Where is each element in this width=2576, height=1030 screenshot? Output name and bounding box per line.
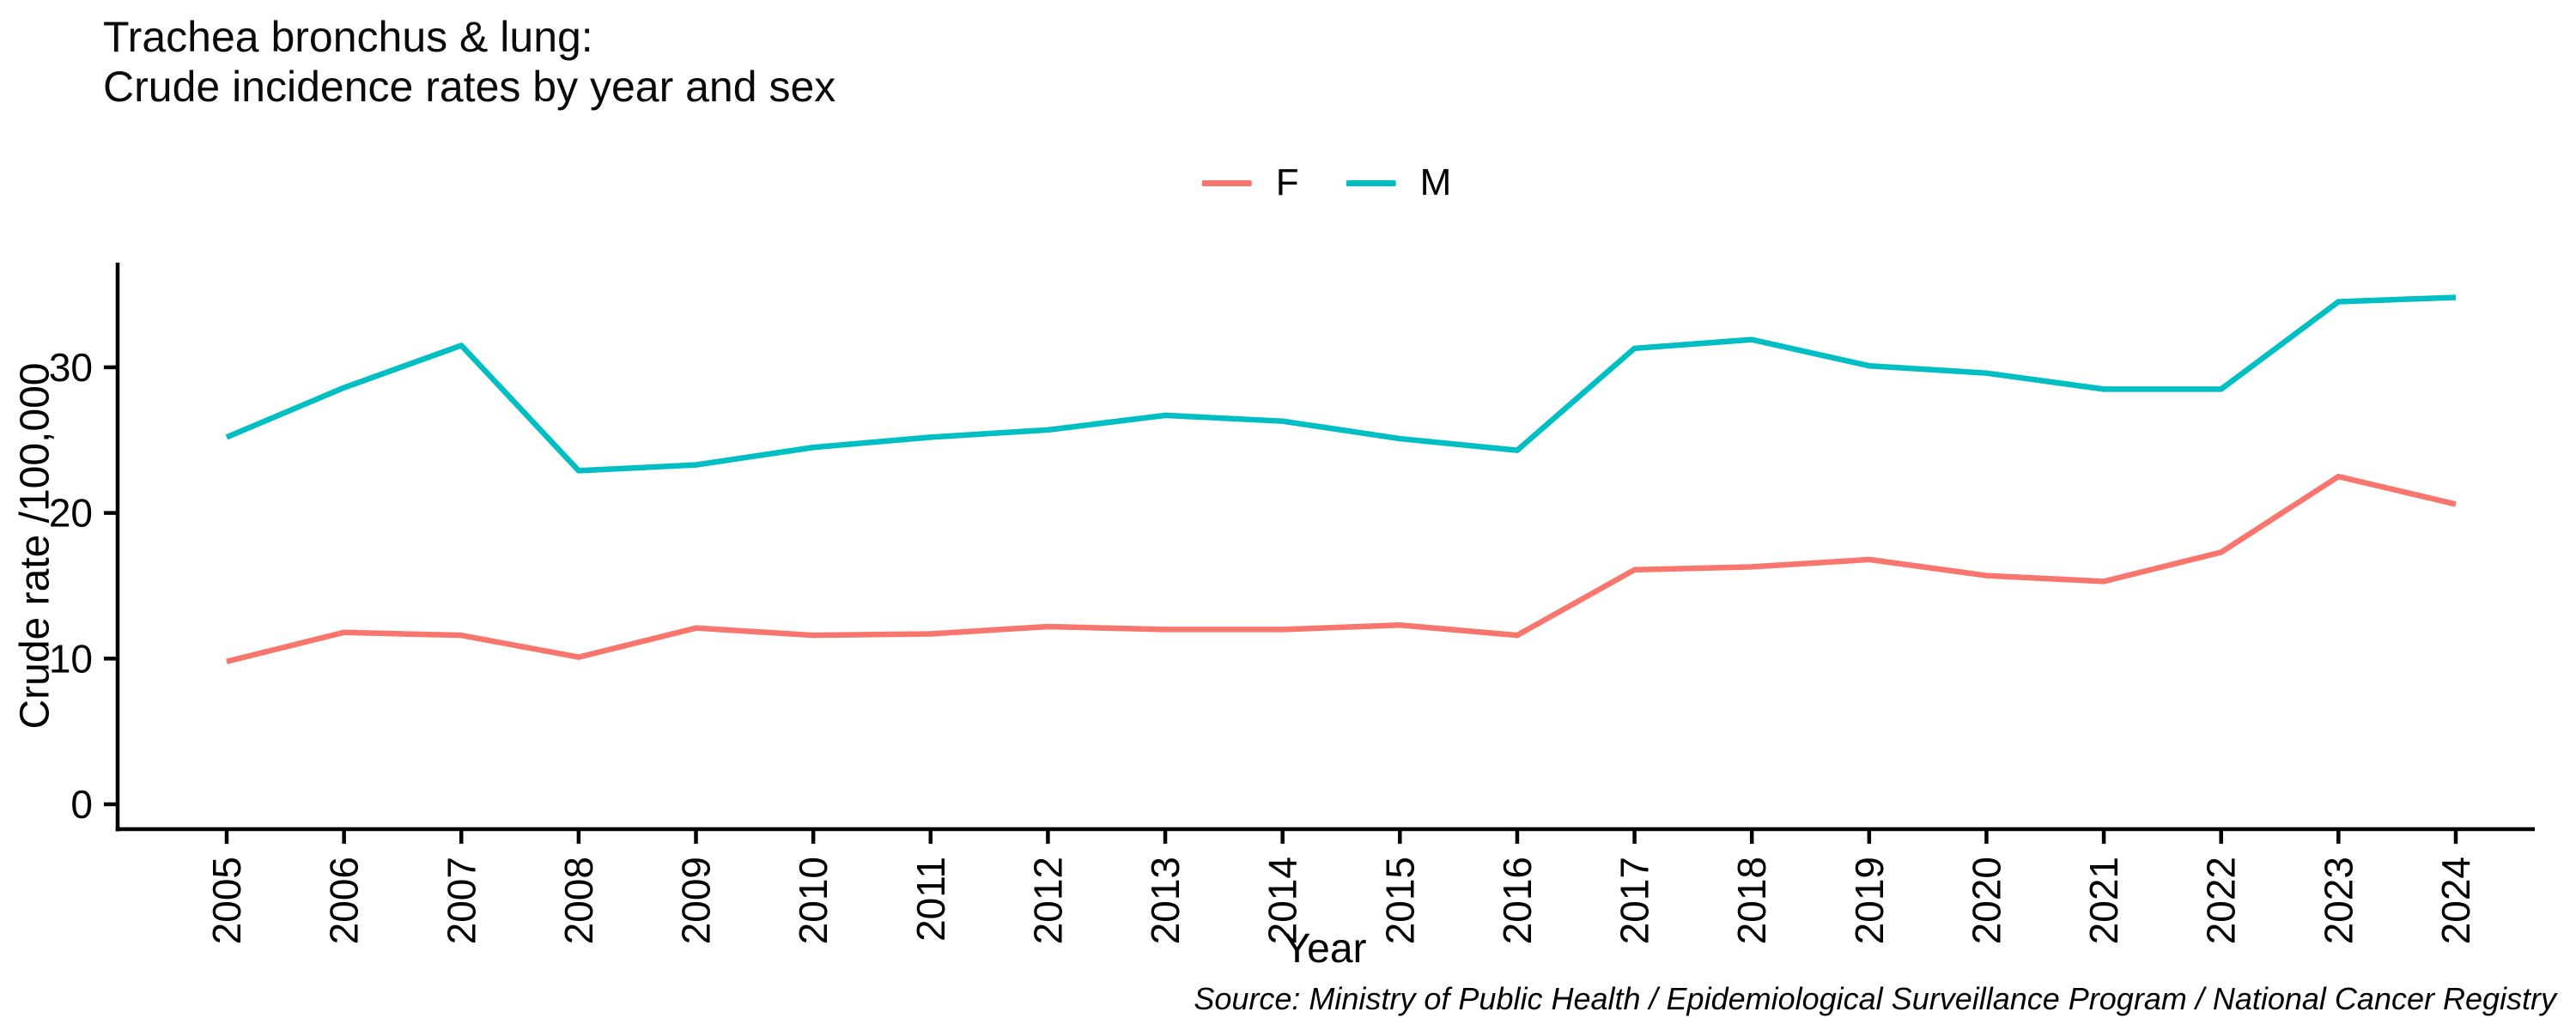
y-tick-label: 20 [49, 491, 93, 536]
x-tick-label: 2014 [1261, 857, 1305, 944]
x-tick-label: 2010 [791, 857, 835, 944]
legend-swatch-m-icon [1346, 179, 1396, 186]
x-tick-label: 2024 [2433, 857, 2478, 944]
x-tick-label: 2023 [2316, 857, 2360, 944]
x-tick-label: 2015 [1377, 857, 1422, 944]
plot-area: 0 10 20 30 2005 2006 2007 2008 2009 2010 2011 2012 2… [49, 294, 2478, 944]
chart-title-line2: Crude incidence rates by year and sex [103, 63, 836, 111]
x-tick-label: 2020 [1964, 857, 2008, 944]
x-axis-title: Year [1283, 926, 1367, 972]
chart-title-line1: Trachea bronchus & lung: [103, 13, 593, 61]
y-tick-label: 10 [49, 636, 93, 681]
y-tick-label: 0 [70, 782, 93, 827]
legend-label-m: M [1419, 161, 1452, 203]
y-tick-label: 30 [49, 345, 93, 390]
series-line-M [225, 294, 2457, 474]
x-tick-label: 2017 [1613, 857, 1657, 944]
x-tick-label: 2009 [674, 857, 719, 944]
x-tick-label: 2012 [1025, 857, 1070, 944]
legend-swatch-f-icon [1201, 179, 1252, 186]
x-tick-label: 2007 [439, 857, 483, 944]
x-tick-label: 2019 [1847, 857, 1892, 944]
x-tick-label: 2006 [322, 857, 367, 944]
x-tick-label: 2022 [2199, 857, 2244, 944]
source-note: Source: Ministry of Public Health / Epid… [1194, 981, 2556, 1016]
series-line-F [226, 473, 2457, 664]
x-tick-label: 2008 [556, 857, 601, 944]
chart-title: Trachea bronchus & lung: Crude incidence… [103, 12, 835, 112]
x-tick-label: 2021 [2081, 857, 2126, 944]
legend-item-m: M [1346, 161, 1452, 204]
legend-label-f: F [1275, 161, 1299, 203]
x-tick-label: 2011 [908, 857, 953, 942]
legend-item-f: F [1201, 161, 1299, 204]
x-tick-label: 2013 [1143, 857, 1188, 944]
x-tick-label: 2005 [204, 857, 249, 944]
x-tick-label: 2018 [1729, 857, 1774, 944]
legend: F M [1201, 161, 1452, 204]
x-tick-label: 2016 [1495, 857, 1540, 944]
